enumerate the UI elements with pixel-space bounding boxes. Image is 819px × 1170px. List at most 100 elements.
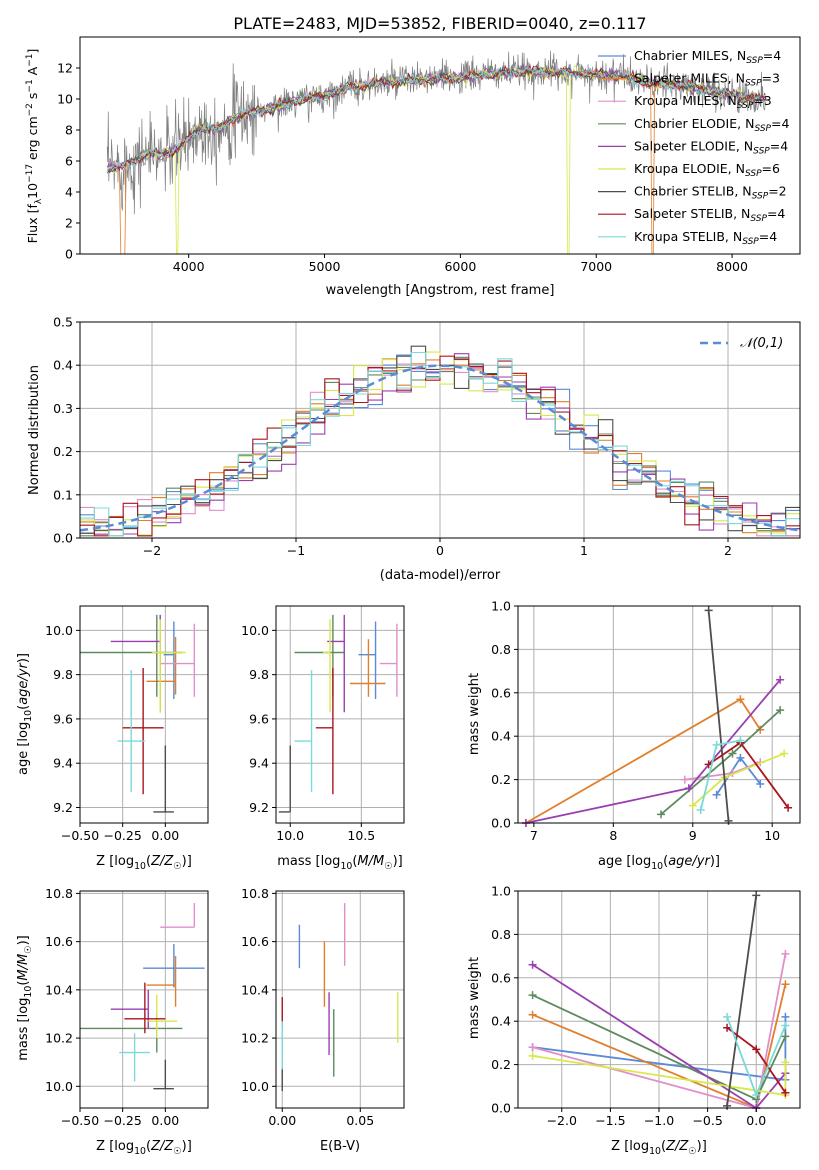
y-tick-label: 10.0 xyxy=(45,1079,73,1094)
x-tick-label: 10.0 xyxy=(276,828,304,843)
y-tick-label: 0 xyxy=(65,247,73,262)
x-tick-label: 0.00 xyxy=(151,1113,179,1128)
x-tick-label: −1.0 xyxy=(644,1113,674,1128)
weight-marker-salpeter-miles xyxy=(781,980,790,989)
weight-marker-chabrier-miles xyxy=(712,790,721,799)
y-tick-label: 10.2 xyxy=(241,1031,269,1046)
x-tick-label: 0 xyxy=(436,543,444,558)
weight-marker-kroupa-elodie xyxy=(780,749,789,758)
legend-label-kroupa-elodie: Kroupa ELODIE, NSSP=6 xyxy=(634,161,780,179)
panel-mass_vs_EBV: 0.00 0.05 10.0 10.2 10.4 10.6 10.8 E(B-V) xyxy=(241,886,405,1154)
legend-label-salpeter-stelib: Salpeter STELIB, NSSP=4 xyxy=(634,206,785,224)
y-tick-label: 0.6 xyxy=(491,685,511,700)
y-tick-label: 9.6 xyxy=(249,711,269,726)
weight-marker-chabrier-elodie xyxy=(776,706,785,715)
y-tick-label: 10.0 xyxy=(241,623,269,638)
x-axis-label: Z [log10(Z/Z☉)] xyxy=(96,854,192,872)
weight-marker-kroupa-miles xyxy=(781,949,790,958)
weight-marker-kroupa-stelib xyxy=(696,805,705,814)
y-tick-label: 9.6 xyxy=(53,711,73,726)
panel-age_vs_mass: 10.0 10.5 9.2 9.4 9.6 9.8 10.0 mass [log10(M/M☉… xyxy=(241,605,405,872)
x-tick-label: 8000 xyxy=(716,259,748,274)
legend-label-kroupa-stelib: Kroupa STELIB, NSSP=4 xyxy=(634,229,777,247)
weight-line-salpeter-miles xyxy=(525,698,762,824)
y-tick-label: 0.4 xyxy=(491,1014,511,1029)
x-tick-label: −2 xyxy=(143,543,161,558)
model-spectrum-chabrier-stelib xyxy=(106,67,767,174)
x-tick-label: −0.50 xyxy=(61,828,99,843)
weight-marker-chabrier-miles xyxy=(781,1012,790,1021)
x-tick-label: 4000 xyxy=(173,259,205,274)
y-tick-label: 9.2 xyxy=(53,800,73,815)
y-axis-label: age [log10(age/yr)] xyxy=(16,653,34,775)
y-tick-label: 1.0 xyxy=(491,599,511,614)
y-tick-label: 0.8 xyxy=(491,927,511,942)
x-tick-label: 7000 xyxy=(580,259,612,274)
y-axis-label: mass weight xyxy=(467,957,482,1039)
weight-marker-salpeter-elodie xyxy=(528,960,537,969)
x-axis-label: Z [log10(Z/Z☉)] xyxy=(96,1139,192,1157)
y-tick-label: 9.8 xyxy=(53,667,73,682)
x-tick-label: −2.0 xyxy=(547,1113,577,1128)
x-tick-label: −1 xyxy=(287,543,305,558)
y-tick-label: 10.6 xyxy=(45,934,73,949)
y-tick-label: 0.4 xyxy=(491,729,511,744)
x-tick-label: 0.00 xyxy=(151,828,179,843)
weight-marker-kroupa-stelib xyxy=(723,1012,732,1021)
legend-label-normal: 𝒩(0,1) xyxy=(740,336,783,351)
weight-marker-salpeter-miles xyxy=(736,695,745,704)
x-tick-label: −0.25 xyxy=(104,828,142,843)
x-tick-label: 2 xyxy=(724,543,732,558)
legend-label-salpeter-elodie: Salpeter ELODIE, NSSP=4 xyxy=(634,138,788,156)
weight-marker-chabrier-stelib xyxy=(723,1101,732,1110)
x-tick-label: 1 xyxy=(580,543,588,558)
weight-marker-kroupa-elodie xyxy=(528,1051,537,1060)
y-axis-label: Flux [fλ10−17 erg cm−2 s−1 A−1] xyxy=(25,49,44,244)
model-spectrum-kroupa-stelib xyxy=(106,64,767,173)
x-tick-label: −0.50 xyxy=(61,1113,99,1128)
x-tick-label: 0.00 xyxy=(268,1113,296,1128)
weight-marker-salpeter-elodie xyxy=(776,675,785,684)
weight-marker-kroupa-stelib xyxy=(736,736,745,745)
x-tick-label: 10 xyxy=(764,828,780,843)
weight-marker-chabrier-elodie xyxy=(656,810,665,819)
y-tick-label: 10.6 xyxy=(241,934,269,949)
y-tick-label: 0.2 xyxy=(491,772,511,787)
weight-marker-chabrier-elodie xyxy=(781,1032,790,1041)
x-tick-label: 0.0 xyxy=(746,1113,766,1128)
weight-marker-kroupa-elodie xyxy=(781,1058,790,1067)
x-tick-label: −0.25 xyxy=(104,1113,142,1128)
weight-line-chabrier-stelib xyxy=(726,895,758,1106)
weight-marker-chabrier-miles xyxy=(756,779,765,788)
x-tick-label: 9 xyxy=(689,828,697,843)
weight-marker-salpeter-stelib xyxy=(784,803,793,812)
plot-content xyxy=(80,614,196,813)
x-axis-label: E(B-V) xyxy=(320,1139,360,1154)
y-axis-label: mass [log10(M/M☉)] xyxy=(16,935,34,1061)
weight-marker-chabrier-elodie xyxy=(528,991,537,1000)
y-tick-label: 0.0 xyxy=(491,1101,511,1116)
panel-age_vs_Z: −0.50 −0.25 0.00 9.2 9.4 9.6 9.8 10.0 Z [log10(Z… xyxy=(16,605,209,872)
y-axis-label: Normed distribution xyxy=(27,365,42,495)
y-tick-label: 10.8 xyxy=(45,886,73,901)
axes-frame xyxy=(275,890,405,1109)
weight-marker-kroupa-miles xyxy=(680,775,689,784)
weight-marker-salpeter-stelib xyxy=(723,1023,732,1032)
axes-frame xyxy=(79,890,209,1109)
weight-marker-salpeter-miles xyxy=(528,1010,537,1019)
weight-marker-salpeter-elodie xyxy=(684,784,693,793)
weight-marker-chabrier-stelib xyxy=(704,606,713,615)
y-tick-label: 10.8 xyxy=(241,886,269,901)
y-tick-label: 9.4 xyxy=(53,756,73,771)
panel-mass_vs_Z: −0.50 −0.25 0.00 10.0 10.2 10.4 10.6 10.8 Z [log… xyxy=(16,886,209,1157)
weight-marker-kroupa-stelib xyxy=(781,1021,790,1030)
axes-frame xyxy=(79,36,801,255)
weight-marker-salpeter-stelib xyxy=(781,1088,790,1097)
y-tick-label: 4 xyxy=(65,185,73,200)
x-tick-label: −0.5 xyxy=(692,1113,722,1128)
y-tick-label: 8 xyxy=(65,123,73,138)
legend-label-kroupa-miles: Kroupa MILES, NSSP=3 xyxy=(634,93,772,111)
plot-content xyxy=(521,606,793,827)
axes-frame xyxy=(275,605,405,824)
